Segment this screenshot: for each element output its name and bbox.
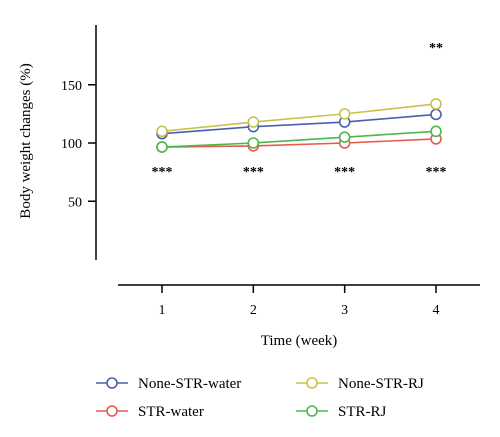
significance-annotation: *** [425, 165, 446, 180]
annotation-layer: *** *** *** ***** [152, 41, 447, 180]
significance-annotation: ** [429, 41, 443, 56]
significance-annotation: *** [243, 165, 264, 180]
series-line [161, 130, 437, 148]
series-line [161, 113, 437, 135]
series-str-water [156, 133, 442, 153]
legend-item: None-STR-water [96, 376, 241, 392]
data-point [156, 141, 168, 153]
x-tick-label: 1 [159, 303, 166, 318]
legend-label: STR-water [138, 404, 204, 420]
legend-label: STR-RJ [338, 404, 387, 420]
legend-label: None-STR-RJ [338, 376, 424, 392]
legend-swatch-marker [106, 405, 118, 417]
series-line [161, 103, 437, 133]
legend-label: None-STR-water [138, 376, 241, 392]
significance-annotation: *** [334, 165, 355, 180]
legend-swatch-marker [106, 377, 118, 389]
legend-item: STR-water [96, 404, 204, 420]
x-tick-label: 3 [341, 303, 348, 318]
y-tick-label: 100 [61, 137, 82, 152]
y-ticks: 50 100 150 [61, 79, 96, 210]
data-point [156, 125, 168, 138]
series-none-str-rj [156, 98, 442, 138]
data-point [247, 116, 260, 128]
y-tick-label: 50 [68, 195, 82, 210]
x-tick-label: 4 [432, 303, 439, 318]
y-tick-label: 150 [61, 79, 82, 94]
legend: None-STR-water None-STR-RJ STR-water STR-RJ [96, 376, 424, 420]
legend-item: STR-RJ [296, 404, 387, 420]
significance-annotation: *** [152, 165, 173, 180]
data-point [247, 137, 260, 149]
axes [95, 25, 480, 286]
legend-swatch-marker [306, 405, 318, 417]
series-str-rj [156, 125, 442, 153]
x-axis-label: Time (week) [261, 333, 338, 349]
series-line [161, 138, 437, 148]
data-point [430, 125, 442, 138]
data-point [338, 131, 351, 143]
x-tick-label: 2 [250, 303, 257, 318]
y-axis-label: Body weight changes (%) [18, 63, 34, 218]
series-layer [156, 98, 442, 153]
data-point [430, 98, 442, 110]
legend-item: None-STR-RJ [296, 376, 424, 392]
data-point [430, 108, 442, 121]
x-ticks: 1 2 3 4 [159, 285, 439, 318]
legend-swatch-marker [306, 377, 318, 389]
data-point [338, 108, 351, 120]
